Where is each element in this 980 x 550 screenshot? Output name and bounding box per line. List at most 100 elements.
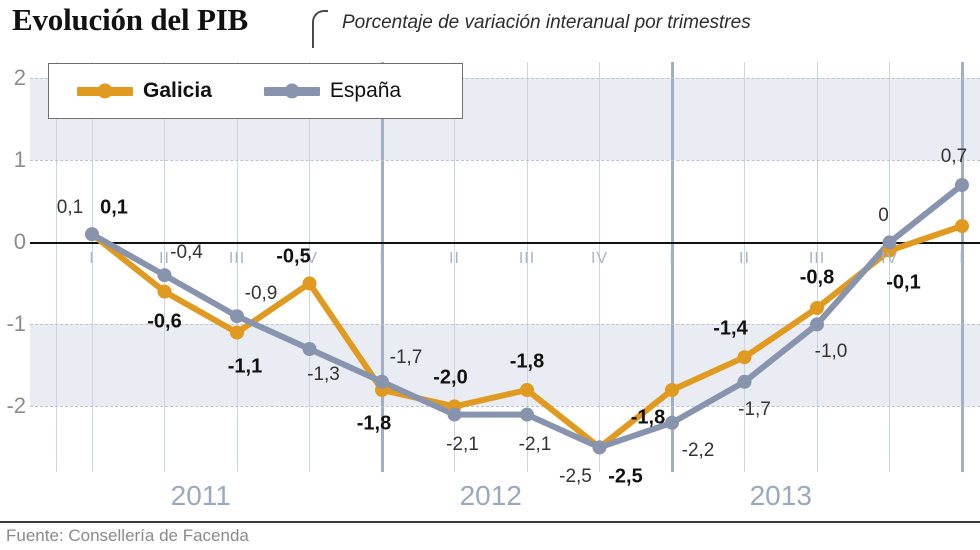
quarter-tick-6: III (518, 250, 536, 268)
quarter-tick-1: II (159, 250, 170, 268)
data-label-galicia-0: 0,1 (100, 196, 128, 219)
data-point-galicia-3[interactable] (302, 276, 317, 291)
y-axis-label-0: 2 (13, 65, 26, 91)
data-point-españa-5[interactable] (447, 407, 462, 422)
data-point-galicia-2[interactable] (230, 325, 244, 340)
data-label-españa-2: -0,9 (244, 283, 278, 305)
data-label-galicia-4: -1,8 (356, 412, 392, 435)
data-label-españa-5: -2,1 (446, 433, 479, 455)
plot-area: I II III IV I II III IV I II III IV I 2011 2012 2013 0,1… (30, 62, 980, 511)
chart-header: Evolución del PIB Porcentaje de variació… (0, 0, 980, 48)
data-point-españa-2[interactable] (230, 309, 244, 324)
data-point-españa-6[interactable] (520, 407, 534, 422)
chart-legend: Galicia España (48, 63, 463, 119)
series-svg (85, 178, 969, 455)
data-label-galicia-7: -2,5 (608, 465, 643, 488)
data-point-galicia-10[interactable] (810, 301, 824, 315)
data-label-españa-11: 0 (878, 205, 889, 227)
year-separator-4 (380, 62, 384, 472)
y-gridline--1 (30, 324, 980, 326)
data-point-españa-0[interactable] (85, 227, 99, 242)
quarter-tick-8: I (669, 250, 675, 268)
quarter-tick-2: III (228, 250, 246, 268)
data-point-españa-12[interactable] (955, 178, 969, 192)
data-point-españa-10[interactable] (810, 317, 824, 332)
data-label-españa-9: -1,7 (738, 398, 771, 420)
quarter-gridline-left (55, 62, 57, 472)
quarter-gridline-11 (889, 62, 890, 472)
quarter-gridline-5 (454, 62, 455, 472)
quarter-gridline-9 (744, 62, 745, 472)
year-separator-12 (960, 62, 964, 472)
quarter-tick-0: I (89, 250, 95, 268)
data-point-galicia-1[interactable] (157, 284, 172, 299)
data-label-españa-6: -2,1 (518, 433, 552, 455)
data-label-galicia-10: -0,8 (799, 266, 835, 289)
legend-swatch-espana (263, 83, 320, 99)
data-point-españa-7[interactable] (592, 440, 607, 455)
subtitle-bracket (312, 10, 328, 48)
quarter-tick-7: IV (590, 250, 609, 268)
y-axis-label-1: 1 (13, 147, 26, 173)
data-label-españa-7: -2,5 (559, 466, 592, 488)
data-point-españa-1[interactable] (157, 268, 172, 283)
quarter-gridline-1 (164, 62, 165, 472)
y-gridline-2 (30, 78, 980, 80)
data-point-galicia-8[interactable] (665, 383, 679, 397)
source-note: Fuente: Consellería de Facenda (6, 526, 249, 545)
legend-item-galicia[interactable]: Galicia (77, 79, 212, 103)
quarter-gridline-7 (599, 62, 600, 472)
data-label-galicia-5: -2,0 (433, 366, 468, 389)
data-label-galicia-2: -1,1 (227, 355, 263, 378)
y-axis-label-3: -1 (6, 311, 26, 337)
y-gridline-1 (30, 160, 980, 162)
quarter-gridline-10 (816, 62, 818, 472)
data-point-españa-11[interactable] (882, 235, 897, 250)
data-label-galicia-11: -0,1 (886, 271, 921, 294)
legend-item-espana[interactable]: España (263, 79, 402, 103)
quarter-tick-5: II (449, 250, 460, 268)
quarter-gridline-3 (309, 62, 310, 472)
quarter-tick-4: I (379, 250, 385, 268)
data-point-españa-3[interactable] (302, 342, 317, 356)
data-label-galicia-3: -0,5 (276, 245, 311, 268)
quarter-tick-11: IV (880, 250, 899, 268)
data-label-galicia-1: -0,6 (147, 310, 182, 333)
year-separator-8 (670, 62, 674, 472)
y-axis-label-4: -2 (6, 393, 26, 419)
data-label-españa-3: -1,3 (307, 364, 340, 385)
data-point-españa-4[interactable] (375, 374, 389, 389)
legend-swatch-galicia (77, 83, 133, 99)
data-label-españa-10: -1,0 (814, 341, 848, 363)
data-label-españa-8: -2,2 (681, 439, 715, 461)
quarter-gridline-6 (526, 62, 528, 472)
year-label-2013: 2013 (749, 480, 812, 511)
data-point-españa-9[interactable] (737, 374, 752, 389)
quarter-tick-3: IV (300, 250, 319, 268)
legend-label-espana: España (329, 79, 402, 102)
data-label-galicia-6: -1,8 (509, 350, 545, 373)
data-label-españa-0: 0,1 (56, 197, 84, 219)
data-point-galicia-6[interactable] (520, 383, 534, 397)
data-label-españa-12: 0,7 (940, 146, 968, 167)
page-title: Evolución del PIB (12, 2, 249, 37)
quarter-tick-10: III (808, 250, 826, 268)
quarter-tick-9: II (739, 250, 750, 268)
data-label-españa-1: -0,4 (170, 242, 203, 264)
year-label-2012: 2012 (459, 480, 522, 511)
data-label-galicia-9: -1,4 (713, 317, 748, 340)
data-label-galicia-8: -1,8 (630, 406, 666, 429)
quarter-gridline-2 (236, 62, 238, 472)
data-point-galicia-12[interactable] (955, 219, 969, 233)
quarter-gridline-0 (91, 62, 93, 472)
quarter-tick-12: I (959, 250, 965, 268)
y-axis-label-2: 0 (13, 229, 26, 255)
data-point-españa-8[interactable] (665, 415, 679, 430)
chart-subtitle: Porcentaje de variación interanual por t… (342, 12, 751, 33)
data-label-españa-4: -1,7 (389, 346, 423, 368)
year-label-2011: 2011 (170, 480, 231, 511)
data-point-galicia-9[interactable] (737, 350, 752, 365)
legend-label-galicia: Galicia (143, 79, 212, 102)
footer-divider (0, 521, 980, 523)
